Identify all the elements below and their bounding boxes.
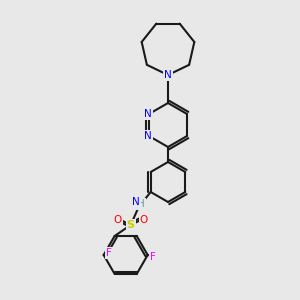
Text: N: N xyxy=(132,197,140,207)
Text: N: N xyxy=(144,131,152,141)
Text: N: N xyxy=(164,70,172,80)
Text: O: O xyxy=(140,215,148,225)
Text: H: H xyxy=(137,199,145,209)
Text: F: F xyxy=(106,248,112,258)
Text: N: N xyxy=(144,109,152,119)
Text: O: O xyxy=(114,215,122,225)
Text: S: S xyxy=(127,220,135,230)
Text: F: F xyxy=(150,252,156,262)
